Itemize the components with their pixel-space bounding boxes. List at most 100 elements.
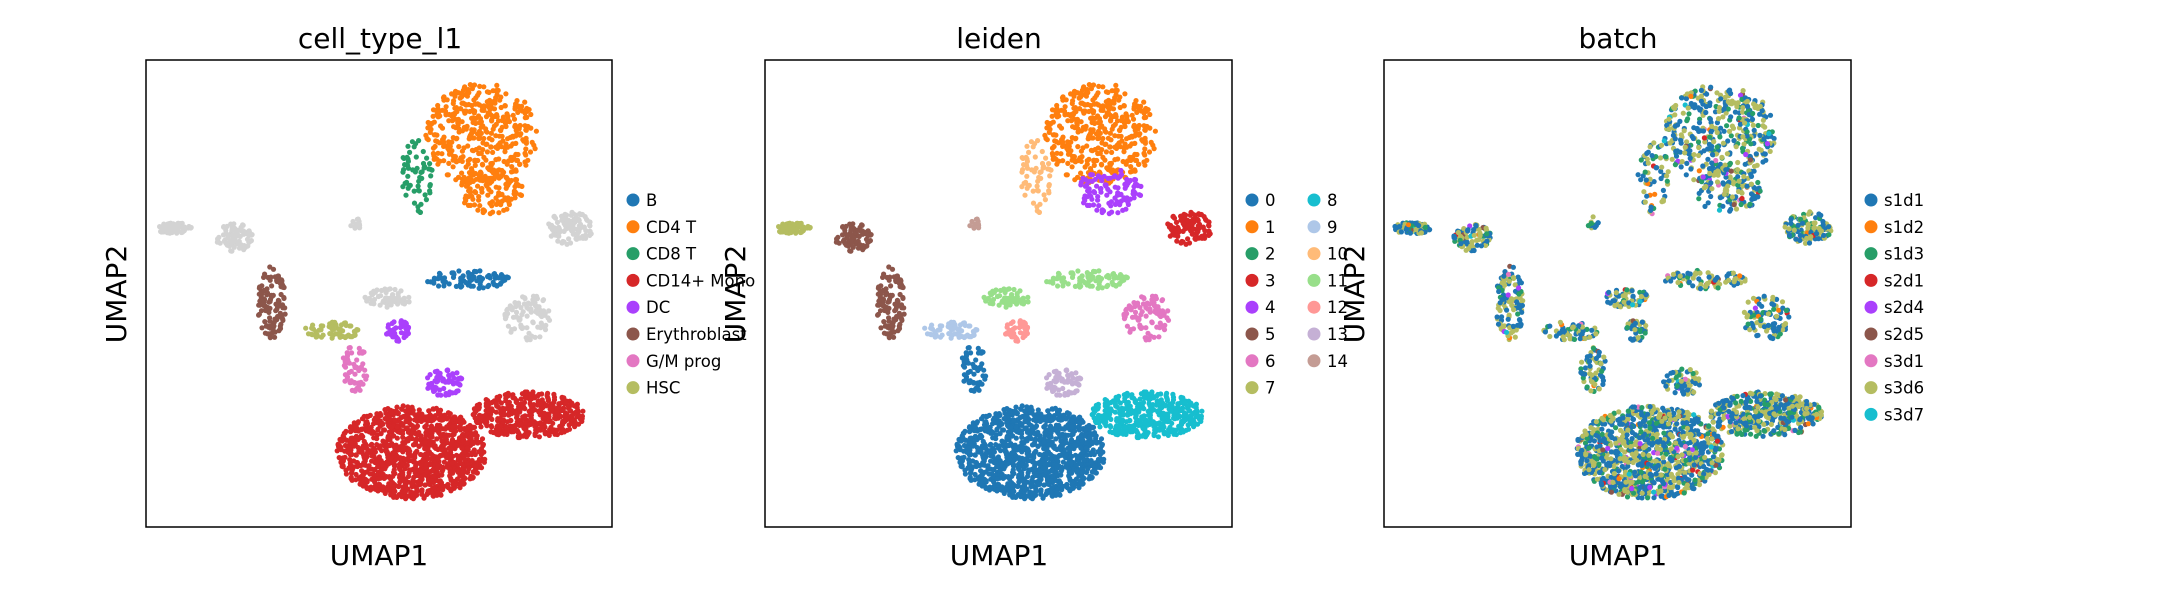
scatter-point [416, 429, 422, 435]
scatter-point [352, 428, 358, 434]
scatter-point [385, 322, 392, 328]
scatter-point [460, 469, 466, 475]
scatter-point [446, 111, 452, 118]
scatter-point [880, 300, 886, 306]
scatter-point [397, 324, 403, 331]
scatter-point [413, 450, 419, 456]
scatter-point [354, 327, 360, 333]
scatter-point [436, 109, 442, 115]
scatter-point [1173, 219, 1180, 225]
scatter-point [525, 123, 531, 130]
scatter-point [559, 213, 565, 219]
scatter-point [356, 350, 363, 356]
scatter-point [258, 308, 265, 314]
scatter-point [983, 373, 989, 379]
scatter-point [1120, 158, 1126, 165]
scatter-point [1124, 136, 1130, 142]
scatter-point [1109, 149, 1115, 155]
scatter-point [523, 162, 529, 168]
scatter-point [503, 185, 509, 191]
scatter-point [1069, 270, 1075, 276]
scatter-point [422, 439, 428, 445]
scatter-point [338, 322, 345, 328]
scatter-point [467, 422, 473, 429]
scatter-point [481, 154, 487, 160]
scatter-point [459, 445, 465, 451]
scatter-point [351, 332, 357, 339]
scatter-point [1099, 147, 1105, 153]
scatter-point [472, 101, 478, 107]
scatter-point [511, 154, 517, 160]
scatter-point [498, 192, 504, 198]
scatter-point [454, 109, 460, 115]
scatter-point [844, 232, 850, 238]
scatter-point [469, 147, 475, 153]
scatter-point [882, 307, 888, 314]
scatter-point [400, 445, 406, 451]
scatter-point [464, 445, 470, 451]
scatter-point [449, 139, 455, 145]
scatter-point [313, 329, 319, 335]
scatter-point [434, 426, 440, 432]
scatter-point [435, 150, 441, 156]
scatter-point [364, 485, 370, 491]
scatter-point [438, 392, 444, 398]
legend-label: G/M prog [646, 352, 721, 371]
scatter-point [485, 274, 491, 280]
scatter-point [886, 318, 892, 324]
scatter-point [442, 426, 448, 432]
scatter-point [512, 410, 519, 416]
scatter-point [468, 434, 474, 440]
scatter-point [424, 468, 430, 475]
scatter-point [264, 292, 270, 298]
scatter-point [446, 118, 452, 124]
legend-item: G/M prog [626, 352, 721, 371]
scatter-point [345, 357, 351, 364]
scatter-point [486, 105, 492, 111]
scatter-point [542, 431, 548, 437]
scatter-point [386, 429, 392, 435]
scatter-point [400, 472, 406, 478]
scatter-point [881, 319, 887, 325]
scatter-point [476, 285, 482, 291]
scatter-point [950, 326, 956, 332]
scatter-point [1098, 176, 1104, 182]
scatter-point [391, 319, 397, 325]
scatter-point [1128, 327, 1134, 333]
scatter-point [522, 296, 528, 302]
scatter-point [559, 428, 565, 434]
scatter-point [496, 210, 502, 216]
scatter-point [513, 127, 519, 133]
scatter-point [363, 419, 369, 425]
scatter-point [313, 334, 319, 340]
scatter-point [1150, 142, 1156, 148]
scatter-point [542, 311, 548, 317]
scatter-point [1118, 167, 1124, 174]
scatter-point [1096, 83, 1102, 89]
scatter-point [394, 424, 400, 430]
scatter-point [450, 371, 456, 377]
scatter-point [228, 248, 234, 254]
scatter-point [497, 416, 503, 422]
scatter-point [555, 238, 561, 244]
scatter-point [977, 379, 983, 385]
scatter-point [472, 162, 478, 168]
scatter-point [272, 334, 278, 340]
scatter-point [860, 244, 866, 250]
scatter-point [486, 401, 492, 407]
scatter-point [375, 463, 381, 469]
scatter-point [506, 399, 512, 405]
legend-marker [626, 193, 640, 207]
scatter-point [1107, 175, 1113, 181]
scatter-point [1127, 196, 1133, 202]
scatter-point [526, 330, 532, 336]
scatter-point [453, 89, 459, 95]
scatter-point [1046, 183, 1052, 189]
scatter-point [496, 175, 502, 181]
scatter-point [432, 369, 438, 375]
scatter-point [469, 172, 475, 178]
scatter-point [411, 200, 418, 206]
scatter-point [458, 479, 464, 485]
scatter-point [545, 396, 551, 402]
scatter-point [1072, 105, 1078, 111]
